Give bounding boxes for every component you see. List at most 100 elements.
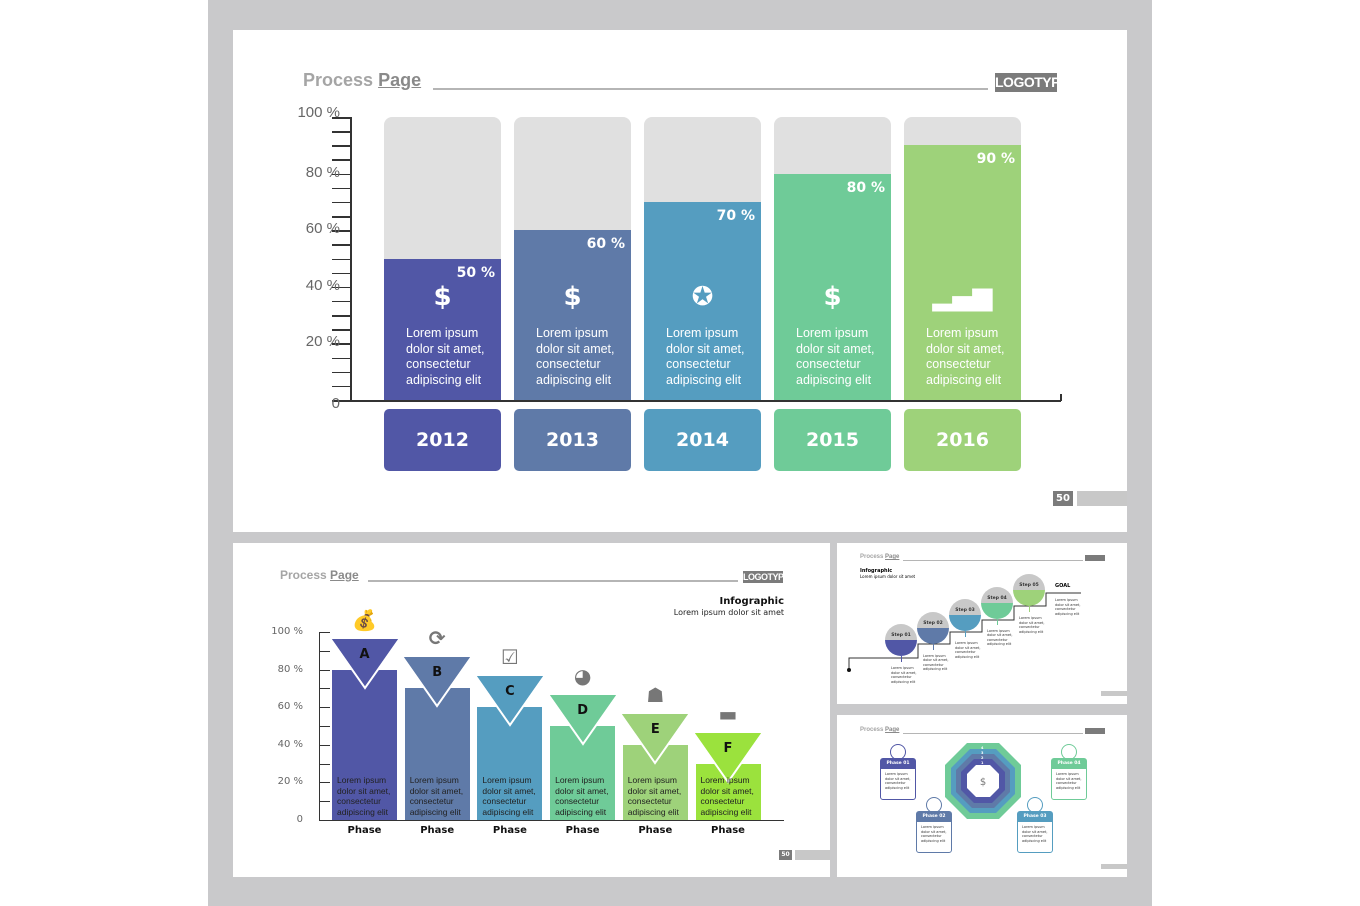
- description-line: consectetur: [555, 796, 600, 806]
- header-rule: [903, 560, 1083, 561]
- x-category-label: Phase: [638, 825, 673, 836]
- y-tick: [319, 801, 330, 803]
- description-line: dolor sit amet,: [555, 785, 609, 796]
- triangle-marker: [620, 712, 691, 765]
- step-connector: [964, 631, 966, 637]
- title-page: Page: [378, 70, 422, 90]
- description-line: Lorem ipsum: [409, 775, 459, 785]
- slide-steps[interactable]: Process Page Infographic Lorem ipsum dol…: [837, 543, 1127, 704]
- goal-description: Lorem ipsum dolor sit amet, consectetur …: [1055, 598, 1081, 616]
- step-circle: Step 01: [885, 624, 917, 656]
- bar-description: Lorem ipsum dolor sit amet, consectetur adi…: [796, 326, 875, 389]
- bar-A: [332, 669, 397, 820]
- y-tick: [332, 216, 350, 218]
- y-tick: [332, 244, 350, 246]
- title-process: Process: [280, 568, 327, 582]
- y-tick: [332, 131, 350, 133]
- description-line: adipiscing elit: [555, 806, 607, 817]
- description-line: consectetur: [666, 357, 731, 372]
- octagon-level-label: 4: [981, 746, 984, 750]
- page-title: Process Page: [860, 554, 899, 560]
- description-line: consectetur: [796, 357, 861, 372]
- money-bag-icon: 💰: [352, 607, 377, 632]
- y-tick: [332, 286, 350, 289]
- y-tick: [332, 343, 350, 345]
- y-tick: [319, 632, 330, 633]
- bar-description: Lorem ipsum dolor sit amet, consectetur adi…: [926, 326, 1005, 389]
- y-tick: [332, 201, 350, 204]
- slide-octagon[interactable]: Process Page $ Phase 01 Lorem ipsum dolor…: [837, 715, 1127, 877]
- description-line: adipiscing elit: [666, 373, 742, 388]
- description-line: dolor sit amet,: [337, 785, 391, 796]
- page-bar: [1077, 491, 1127, 506]
- y-tick: [332, 272, 350, 275]
- slide-main[interactable]: Process Page LOGOTYPE 0 20 % 40 % 60 % 80 % 1…: [233, 30, 1127, 532]
- infographic-heading: Infographic: [719, 596, 784, 607]
- description-line: dolor sit amet,: [406, 341, 485, 356]
- description-line: consectetur: [406, 357, 471, 372]
- description-line: consectetur: [627, 796, 672, 806]
- phase-letter: D: [577, 703, 588, 718]
- dollar-cycle-icon: $: [563, 282, 582, 312]
- bar-2014: [644, 201, 761, 400]
- page-title: Process Page: [280, 568, 359, 582]
- y-tick: [332, 315, 350, 317]
- dollar-cycle-icon: ⟳: [428, 626, 446, 651]
- bar-value-label: 60 %: [586, 236, 625, 253]
- pie-chart-icon: ◕: [573, 664, 592, 688]
- bar-2013: [514, 230, 631, 400]
- bar-2016: [904, 145, 1021, 400]
- header-rule: [433, 88, 988, 90]
- header-rule: [903, 733, 1083, 734]
- phase-card: Phase 04 Lorem ipsum dolor sit amet, cons…: [1051, 758, 1087, 800]
- user-shield-icon: ☗: [646, 682, 665, 707]
- step-circle: Step 03: [949, 599, 981, 631]
- y-tick-label: 60 %: [305, 220, 340, 238]
- description-line: Lorem ipsum: [666, 326, 739, 340]
- description-line: adipiscing elit: [627, 806, 679, 817]
- triangle-marker: [402, 656, 473, 709]
- y-tick-label: 100 %: [271, 626, 303, 637]
- bar-description: Lorem ipsum dolor sit amet, consectetur adi…: [666, 326, 745, 389]
- phase-description: Lorem ipsum dolor sit amet, consectetur …: [1056, 772, 1082, 790]
- description-line: dolor sit amet,: [482, 785, 536, 796]
- phase-letter: C: [505, 684, 515, 700]
- y-tick-label: 60 %: [277, 701, 303, 713]
- bar-description: Lorem ipsum dolor sit amet, consectetur adi…: [410, 775, 463, 817]
- phase-card: Phase 02 Lorem ipsum dolor sit amet, cons…: [916, 811, 952, 853]
- title-process: Process: [860, 727, 884, 733]
- octagon-diagram: $: [945, 743, 1021, 819]
- description-line: dolor sit amet,: [666, 341, 745, 356]
- year-label-2013: 2013: [514, 409, 631, 471]
- description-line: adipiscing elit: [926, 373, 1002, 388]
- staircase-line: [847, 592, 1081, 672]
- octagon-level-label: 3: [981, 751, 984, 755]
- step-circle: Step 05: [1013, 574, 1045, 606]
- slide-phases[interactable]: Process Page LOGOTYPE Infographic Lorem …: [233, 543, 830, 877]
- y-tick: [332, 173, 350, 176]
- logotype: LOGOTYPE: [995, 73, 1069, 92]
- step-description: Lorem ipsum dolor sit amet, consectetur …: [891, 666, 917, 684]
- phase-description: Lorem ipsum dolor sit amet, consectetur …: [1022, 825, 1048, 843]
- description-line: adipiscing elit: [406, 373, 482, 388]
- year-label-2014: 2014: [644, 409, 761, 471]
- bar-description: Lorem ipsum dolor sit amet, consectetur adi…: [406, 326, 485, 389]
- y-tick-label: 80 %: [277, 663, 303, 675]
- bar-description: Lorem ipsum dolor sit amet, consectetur adi…: [536, 326, 615, 389]
- infographic-subheading: Lorem ipsum dolor sit amet: [860, 574, 916, 579]
- step-description: Lorem ipsum dolor sit amet, consectetur …: [1019, 616, 1045, 634]
- goal-label: GOAL: [1055, 583, 1071, 589]
- description-line: consectetur: [926, 357, 991, 372]
- title-page: Page: [330, 568, 359, 582]
- page-bar: [1101, 691, 1127, 696]
- description-line: adipiscing elit: [482, 806, 534, 817]
- year-label-2015: 2015: [774, 409, 891, 471]
- step-connector: [900, 656, 902, 662]
- y-tick: [332, 357, 350, 360]
- description-line: dolor sit amet,: [926, 341, 1005, 356]
- step-description: Lorem ipsum dolor sit amet, consectetur …: [955, 641, 981, 659]
- x-category-label: Phase: [565, 825, 600, 836]
- description-line: adipiscing elit: [536, 373, 612, 388]
- description-line: Lorem ipsum: [536, 326, 609, 340]
- description-line: dolor sit amet,: [409, 785, 464, 796]
